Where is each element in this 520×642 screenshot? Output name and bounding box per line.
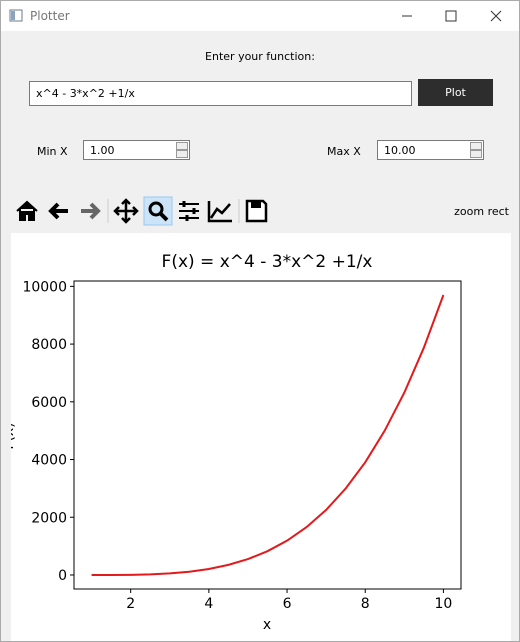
plot-button[interactable]: Plot (418, 79, 493, 106)
x-tick-label: 10 (434, 596, 452, 612)
configure-button[interactable] (179, 203, 199, 219)
app-icon (9, 9, 23, 22)
function-input[interactable]: x^4 - 3*x^2 +1/x (29, 81, 412, 106)
chart: F(x) = x^4 - 3*x^2 +1/x x F(x) 2 4 6 8 10 0 20… (11, 233, 511, 641)
zoom-button-active[interactable] (143, 196, 173, 226)
min-spinbox[interactable]: 1.00 (83, 140, 190, 160)
forward-button[interactable] (81, 202, 101, 220)
y-tick-label: 0 (58, 568, 67, 584)
pan-button[interactable] (113, 198, 139, 224)
min-value: 1.00 (90, 143, 115, 157)
toolbar (16, 196, 268, 226)
x-tick-label: 4 (204, 596, 213, 612)
x-tick-label: 8 (361, 596, 370, 612)
axes-frame (73, 280, 462, 590)
y-axis-label: F(x) (11, 422, 17, 449)
toolbar-mode: zoom rect (454, 205, 509, 218)
app-icon-part (11, 11, 15, 20)
x-tick-label: 6 (283, 596, 292, 612)
save-icon-part (251, 202, 261, 208)
zoom-icon (148, 201, 164, 217)
max-spinbox[interactable]: 10.00 (377, 140, 484, 160)
max-value: 10.00 (384, 143, 416, 157)
spin-down[interactable] (176, 150, 188, 158)
spin-up[interactable] (470, 142, 482, 150)
home-button[interactable] (16, 200, 38, 221)
window-title: Plotter (30, 9, 70, 23)
max-label: Max X (327, 145, 361, 158)
x-axis-label: x (263, 617, 271, 633)
function-line (91, 294, 445, 576)
spin-down[interactable] (470, 150, 482, 158)
y-tick-label: 6000 (31, 395, 67, 411)
zoom-icon-handle (159, 212, 169, 222)
title-bar: Plotter (1, 1, 519, 31)
chart-title: F(x) = x^4 - 3*x^2 +1/x (162, 252, 373, 272)
title-bar-icons: Plotter (9, 9, 502, 23)
function-prompt: Enter your function: (205, 50, 315, 63)
maximize-button[interactable] (445, 10, 457, 22)
function-text: x^4 - 3*x^2 +1/x (36, 87, 135, 100)
y-tick-label: 4000 (31, 453, 67, 469)
back-button[interactable] (48, 202, 68, 220)
x-tick-label: 2 (126, 596, 135, 612)
min-label: Min X (37, 145, 68, 158)
close-button[interactable] (490, 10, 502, 22)
spin-up[interactable] (176, 142, 188, 150)
y-tick-label: 10000 (22, 279, 67, 295)
y-tick-label: 2000 (31, 510, 67, 526)
y-tick-label: 8000 (31, 337, 67, 353)
edit-axis-button[interactable] (207, 201, 232, 223)
configure-knobs (182, 201, 196, 221)
